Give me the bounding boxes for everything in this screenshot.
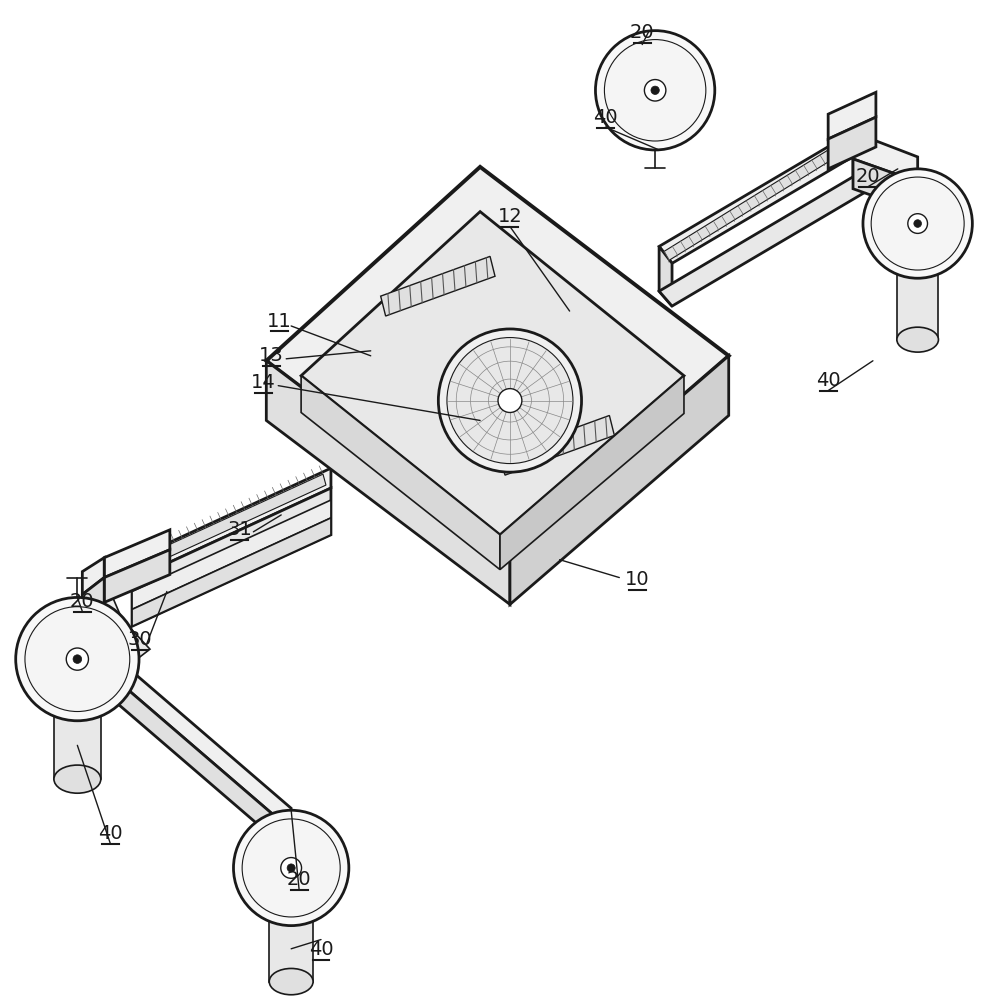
Polygon shape <box>897 270 938 340</box>
Polygon shape <box>267 361 509 604</box>
Polygon shape <box>500 415 614 475</box>
Text: 40: 40 <box>309 940 334 959</box>
Text: 10: 10 <box>625 570 649 589</box>
Circle shape <box>234 810 349 926</box>
Polygon shape <box>104 530 170 578</box>
Polygon shape <box>500 376 684 570</box>
Text: 12: 12 <box>498 207 522 226</box>
Circle shape <box>871 177 964 270</box>
Text: 31: 31 <box>227 520 252 539</box>
Text: 14: 14 <box>251 373 276 392</box>
Circle shape <box>651 86 659 94</box>
Circle shape <box>66 648 89 670</box>
Polygon shape <box>100 619 150 666</box>
Text: 13: 13 <box>259 346 284 365</box>
Circle shape <box>908 214 927 233</box>
Polygon shape <box>77 646 291 853</box>
Polygon shape <box>82 578 122 636</box>
Circle shape <box>595 31 715 150</box>
Polygon shape <box>132 518 331 626</box>
Ellipse shape <box>54 765 101 793</box>
Ellipse shape <box>897 327 938 352</box>
Circle shape <box>16 597 139 721</box>
Polygon shape <box>659 246 672 306</box>
Polygon shape <box>853 159 918 212</box>
Polygon shape <box>132 468 331 580</box>
Polygon shape <box>381 256 496 316</box>
Polygon shape <box>267 167 728 545</box>
Circle shape <box>914 220 921 227</box>
Polygon shape <box>132 488 331 626</box>
Text: 20: 20 <box>855 167 880 186</box>
Text: 40: 40 <box>98 824 123 843</box>
Text: 40: 40 <box>816 371 840 390</box>
Polygon shape <box>659 177 866 306</box>
Polygon shape <box>82 578 104 619</box>
Polygon shape <box>82 558 104 594</box>
Circle shape <box>439 329 581 472</box>
Polygon shape <box>659 132 866 263</box>
Circle shape <box>644 80 666 101</box>
Text: 40: 40 <box>593 108 617 127</box>
Circle shape <box>25 607 130 712</box>
Polygon shape <box>77 624 291 830</box>
Polygon shape <box>132 500 331 609</box>
Circle shape <box>281 858 302 878</box>
Circle shape <box>447 338 573 464</box>
Text: 20: 20 <box>287 870 312 889</box>
Polygon shape <box>54 712 101 779</box>
Polygon shape <box>828 117 876 169</box>
Polygon shape <box>853 132 866 192</box>
Polygon shape <box>509 356 728 604</box>
Text: 20: 20 <box>70 592 95 611</box>
Text: 11: 11 <box>267 312 292 331</box>
Circle shape <box>499 389 521 412</box>
Circle shape <box>604 40 706 141</box>
Polygon shape <box>828 92 876 139</box>
Text: 20: 20 <box>630 23 654 42</box>
Polygon shape <box>301 212 684 535</box>
Circle shape <box>863 169 972 278</box>
Circle shape <box>73 655 82 663</box>
Circle shape <box>242 819 341 917</box>
Polygon shape <box>104 550 170 602</box>
Polygon shape <box>167 474 326 557</box>
Text: 30: 30 <box>128 630 152 649</box>
Polygon shape <box>301 376 500 570</box>
Polygon shape <box>853 132 918 182</box>
Ellipse shape <box>270 968 313 995</box>
Polygon shape <box>270 917 313 982</box>
Polygon shape <box>664 150 833 260</box>
Circle shape <box>287 864 295 872</box>
